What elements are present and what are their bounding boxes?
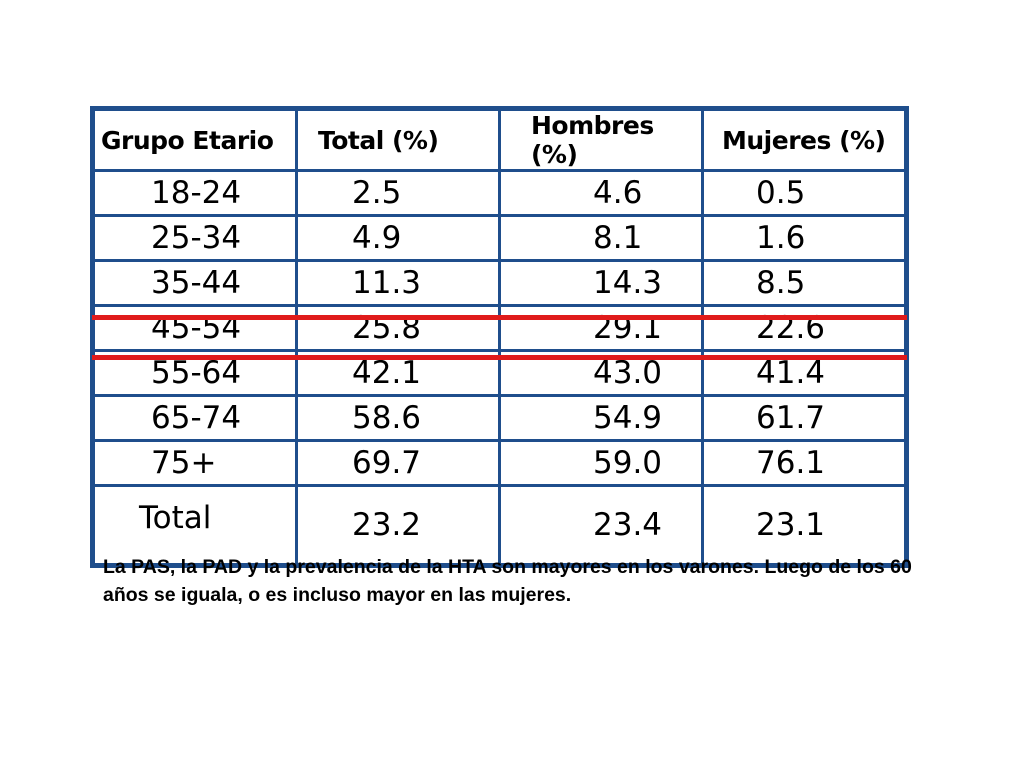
cell-age-group: 75+ bbox=[92, 439, 298, 487]
cell-women: 22.6 bbox=[701, 304, 907, 352]
table-row-total: Total 23.2 23.4 23.1 bbox=[92, 484, 907, 566]
table-row: 35-44 11.3 14.3 8.5 bbox=[92, 259, 907, 307]
cell-total: 2.5 bbox=[295, 169, 501, 217]
cell-total: 58.6 bbox=[295, 394, 501, 442]
cell-age-group: Total bbox=[92, 484, 298, 566]
cell-men: 23.4 bbox=[498, 484, 704, 566]
header-total: Total (%) bbox=[295, 108, 501, 172]
cell-age-group: 65-74 bbox=[92, 394, 298, 442]
cell-men: 4.6 bbox=[498, 169, 704, 217]
table-row: 65-74 58.6 54.9 61.7 bbox=[92, 394, 907, 442]
highlight-line-bottom bbox=[92, 355, 907, 360]
cell-men: 29.1 bbox=[498, 304, 704, 352]
prevalence-table: Grupo Etario Total (%) Hombres (%) Mujer… bbox=[90, 106, 909, 568]
prevalence-table-container: Grupo Etario Total (%) Hombres (%) Mujer… bbox=[90, 106, 909, 568]
cell-total: 69.7 bbox=[295, 439, 501, 487]
cell-women: 8.5 bbox=[701, 259, 907, 307]
cell-total: 11.3 bbox=[295, 259, 501, 307]
cell-women: 61.7 bbox=[701, 394, 907, 442]
cell-age-group: 45-54 bbox=[92, 304, 298, 352]
cell-total: 23.2 bbox=[295, 484, 501, 566]
header-age-group: Grupo Etario bbox=[92, 108, 298, 172]
cell-men: 59.0 bbox=[498, 439, 704, 487]
cell-women: 23.1 bbox=[701, 484, 907, 566]
cell-total: 4.9 bbox=[295, 214, 501, 262]
table-row: 18-24 2.5 4.6 0.5 bbox=[92, 169, 907, 217]
header-men: Hombres (%) bbox=[498, 108, 704, 172]
highlight-line-top bbox=[92, 315, 907, 320]
cell-men: 54.9 bbox=[498, 394, 704, 442]
cell-age-group: 35-44 bbox=[92, 259, 298, 307]
slide-caption: La PAS, la PAD y la prevalencia de la HT… bbox=[103, 556, 912, 606]
table-header-row: Grupo Etario Total (%) Hombres (%) Mujer… bbox=[92, 108, 907, 172]
header-women: Mujeres (%) bbox=[701, 108, 907, 172]
cell-women: 0.5 bbox=[701, 169, 907, 217]
cell-women: 1.6 bbox=[701, 214, 907, 262]
table-row: 45-54 25.8 29.1 22.6 bbox=[92, 304, 907, 352]
cell-men: 14.3 bbox=[498, 259, 704, 307]
cell-total: 25.8 bbox=[295, 304, 501, 352]
table-row: 25-34 4.9 8.1 1.6 bbox=[92, 214, 907, 262]
cell-age-group: 25-34 bbox=[92, 214, 298, 262]
cell-women: 76.1 bbox=[701, 439, 907, 487]
cell-men: 8.1 bbox=[498, 214, 704, 262]
table-row: 75+ 69.7 59.0 76.1 bbox=[92, 439, 907, 487]
cell-age-group: 18-24 bbox=[92, 169, 298, 217]
